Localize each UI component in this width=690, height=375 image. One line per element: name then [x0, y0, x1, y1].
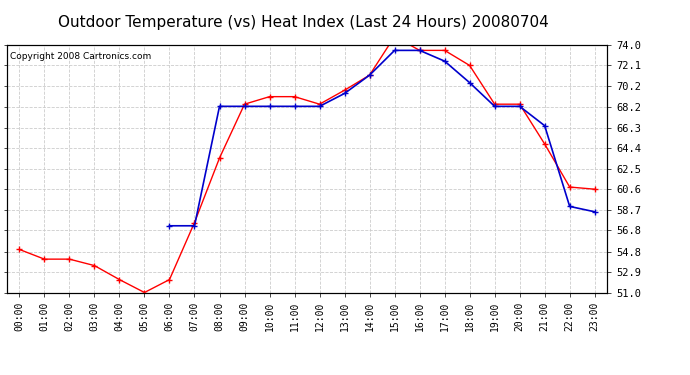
Text: Outdoor Temperature (vs) Heat Index (Last 24 Hours) 20080704: Outdoor Temperature (vs) Heat Index (Las… [58, 15, 549, 30]
Text: Copyright 2008 Cartronics.com: Copyright 2008 Cartronics.com [10, 53, 151, 62]
